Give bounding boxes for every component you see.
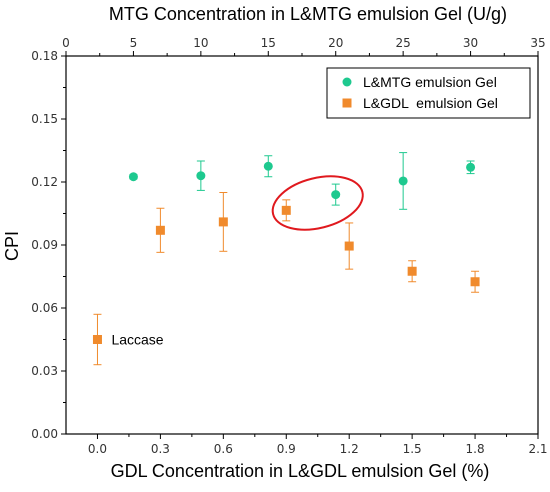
y-tick-label: 0.06 — [31, 301, 58, 315]
data-point-mtg — [398, 176, 408, 186]
x-tick-label: 0.9 — [277, 442, 296, 456]
y-tick-label: 0.18 — [31, 49, 58, 63]
x-tick-label: 1.5 — [403, 442, 422, 456]
x-tick-label: 0.3 — [151, 442, 170, 456]
y-tick-label: 0.09 — [31, 238, 58, 252]
x-tick-label: 0.0 — [88, 442, 107, 456]
top-tick-label: 0 — [62, 36, 70, 50]
data-point-gdl — [344, 241, 354, 251]
data-point-gdl — [155, 225, 165, 235]
y-tick-label: 0.03 — [31, 364, 58, 378]
data-point-mtg — [128, 172, 138, 182]
data-point-gdl — [470, 277, 480, 287]
top-tick-label: 30 — [463, 36, 478, 50]
x-tick-label: 2.1 — [528, 442, 547, 456]
legend-label: L&GDL emulsion Gel — [363, 95, 498, 111]
top-tick-label: 10 — [193, 36, 208, 50]
top-tick-label: 15 — [261, 36, 276, 50]
legend-marker-gdl — [342, 98, 352, 108]
top-axis-title: MTG Concentration in L&MTG emulsion Gel … — [109, 4, 507, 24]
data-point-gdl — [92, 335, 102, 344]
top-tick-label: 35 — [530, 36, 545, 50]
data-point-gdl — [281, 205, 291, 215]
legend-label: L&MTG emulsion Gel — [363, 74, 497, 90]
x-tick-label: 0.6 — [214, 442, 233, 456]
data-point-mtg — [466, 162, 476, 172]
y-axis-title: CPI — [2, 231, 22, 261]
annotation-label: Laccase — [111, 332, 163, 348]
legend-marker-mtg — [342, 77, 352, 87]
x-tick-label: 1.8 — [466, 442, 485, 456]
top-tick-label: 25 — [396, 36, 411, 50]
y-tick-label: 0.15 — [31, 112, 58, 126]
data-point-mtg — [331, 190, 341, 200]
y-tick-label: 0.00 — [31, 427, 58, 441]
data-point-mtg — [196, 171, 206, 181]
data-point-mtg — [263, 161, 273, 171]
bottom-axis-title: GDL Concentration in L&GDL emulsion Gel … — [111, 461, 490, 481]
highlight-ellipse — [271, 175, 364, 231]
top-tick-label: 5 — [130, 36, 138, 50]
y-tick-label: 0.12 — [31, 175, 58, 189]
data-point-gdl — [407, 266, 417, 276]
top-tick-label: 20 — [328, 36, 343, 50]
data-point-gdl — [218, 217, 228, 227]
legend-box — [326, 67, 531, 119]
x-tick-label: 1.2 — [340, 442, 359, 456]
